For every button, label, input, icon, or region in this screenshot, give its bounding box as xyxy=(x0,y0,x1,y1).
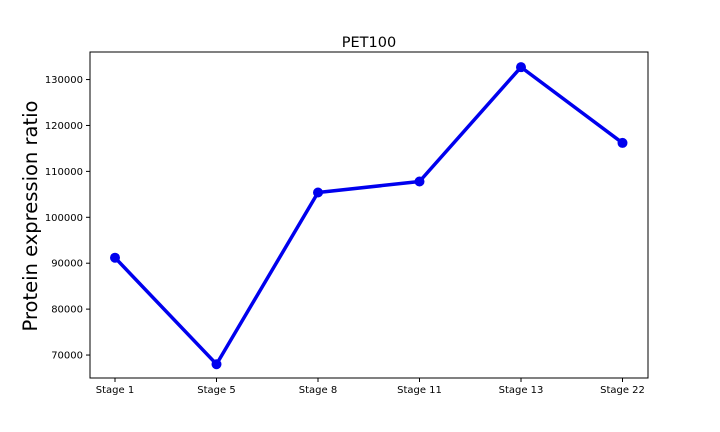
plot-area: 70000 80000 90000 100000 110000 120000 130000 S… xyxy=(45,62,645,396)
y-tick-label-1: 80000 xyxy=(51,305,83,316)
data-point-0-5 xyxy=(617,137,628,148)
x-tick-label-4: Stage 13 xyxy=(499,385,544,396)
x-tick-label-2: Stage 8 xyxy=(299,385,337,396)
x-tick-label-3: Stage 11 xyxy=(397,385,442,396)
y-tick-label-2: 90000 xyxy=(51,259,83,270)
axes-frame xyxy=(89,51,649,379)
y-tick-label-0: 70000 xyxy=(51,351,83,362)
data-point-0-2 xyxy=(313,187,323,198)
data-point-0-4 xyxy=(516,62,526,73)
x-tick-label-0: Stage 1 xyxy=(96,385,134,396)
y-tick-label-5: 120000 xyxy=(45,121,83,132)
data-point-0-1 xyxy=(211,359,222,370)
y-axis-label: Protein expression ratio xyxy=(19,101,42,332)
y-tick-label-4: 110000 xyxy=(45,167,83,178)
y-tick-label-3: 100000 xyxy=(45,213,83,224)
x-tick-label-5: Stage 22 xyxy=(600,385,645,396)
series-line-0 xyxy=(113,65,625,366)
data-point-0-0 xyxy=(110,252,120,263)
x-tick-label-1: Stage 5 xyxy=(197,385,235,396)
data-point-0-3 xyxy=(414,176,425,187)
chart-title: PET100 xyxy=(342,35,396,51)
y-tick-label-6: 130000 xyxy=(45,75,83,86)
